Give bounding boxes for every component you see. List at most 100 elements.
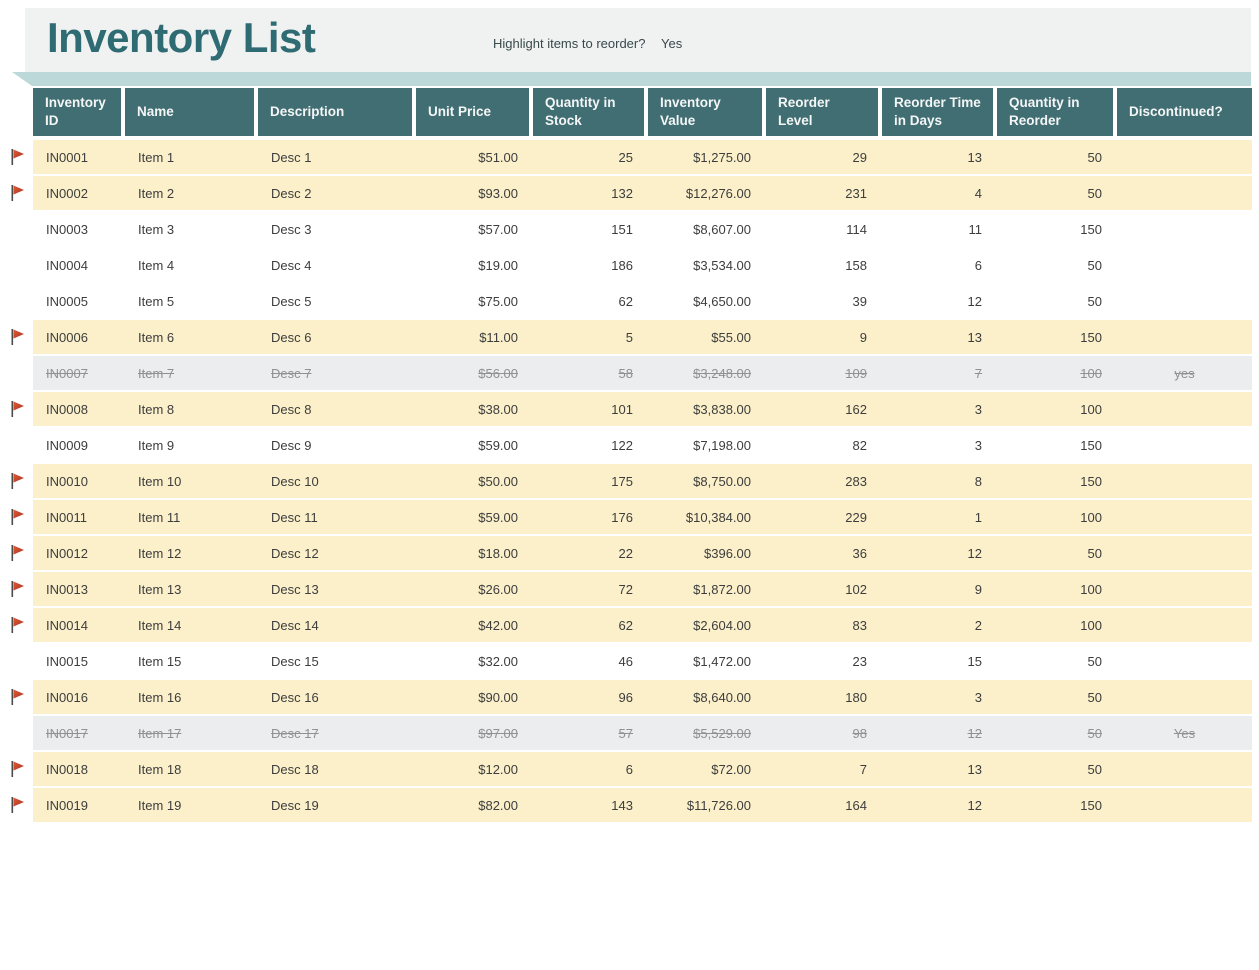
- cell-inventory-value[interactable]: $4,650.00: [693, 293, 751, 309]
- cell-inventory-value[interactable]: $3,838.00: [693, 401, 751, 417]
- table-row[interactable]: IN0017 Item 17 Desc 17 $97.00 57 $5,529.…: [33, 716, 1252, 750]
- cell-inventory-id[interactable]: IN0016: [46, 689, 88, 705]
- cell-reorder-time[interactable]: 13: [967, 329, 982, 345]
- cell-inventory-id[interactable]: IN0018: [46, 761, 88, 777]
- cell-qty-in-reorder[interactable]: 100: [1080, 509, 1102, 525]
- cell-unit-price[interactable]: $57.00: [478, 221, 518, 237]
- cell-reorder-level[interactable]: 283: [845, 473, 867, 489]
- cell-reorder-time[interactable]: 15: [967, 653, 982, 669]
- cell-unit-price[interactable]: $19.00: [478, 257, 518, 273]
- column-header[interactable]: Inventory ID: [33, 88, 121, 136]
- cell-description[interactable]: Desc 15: [271, 653, 319, 669]
- cell-qty-in-stock[interactable]: 6: [625, 761, 633, 777]
- cell-reorder-level[interactable]: 229: [845, 509, 867, 525]
- highlight-items-toggle[interactable]: Yes: [661, 36, 683, 51]
- cell-inventory-id[interactable]: IN0003: [46, 221, 88, 237]
- cell-inventory-id[interactable]: IN0012: [46, 545, 88, 561]
- cell-inventory-id[interactable]: IN0007: [46, 365, 88, 381]
- cell-qty-in-stock[interactable]: 132: [611, 185, 633, 201]
- cell-description[interactable]: Desc 9: [271, 437, 312, 453]
- cell-qty-in-stock[interactable]: 5: [625, 329, 633, 345]
- cell-unit-price[interactable]: $26.00: [478, 581, 518, 597]
- cell-reorder-level[interactable]: 180: [845, 689, 867, 705]
- cell-name[interactable]: Item 3: [138, 221, 175, 237]
- table-row[interactable]: IN0010 Item 10 Desc 10 $50.00 175 $8,750…: [11, 464, 1252, 498]
- cell-inventory-value[interactable]: $8,750.00: [693, 473, 751, 489]
- cell-reorder-level[interactable]: 82: [852, 437, 867, 453]
- cell-qty-in-stock[interactable]: 57: [618, 725, 633, 741]
- cell-inventory-value[interactable]: $1,472.00: [693, 653, 751, 669]
- cell-unit-price[interactable]: $12.00: [478, 761, 518, 777]
- cell-reorder-time[interactable]: 12: [967, 545, 982, 561]
- table-row[interactable]: IN0014 Item 14 Desc 14 $42.00 62 $2,604.…: [11, 608, 1252, 642]
- cell-reorder-time[interactable]: 2: [974, 617, 982, 633]
- table-row[interactable]: IN0016 Item 16 Desc 16 $90.00 96 $8,640.…: [11, 680, 1252, 714]
- cell-reorder-level[interactable]: 164: [845, 797, 867, 813]
- cell-reorder-time[interactable]: 8: [974, 473, 982, 489]
- cell-qty-in-reorder[interactable]: 50: [1087, 149, 1102, 165]
- cell-reorder-level[interactable]: 29: [852, 149, 867, 165]
- cell-name[interactable]: Item 17: [138, 725, 182, 741]
- cell-reorder-time[interactable]: 7: [974, 365, 982, 381]
- cell-qty-in-reorder[interactable]: 50: [1087, 545, 1102, 561]
- cell-reorder-time[interactable]: 3: [974, 437, 982, 453]
- cell-reorder-time[interactable]: 3: [974, 689, 982, 705]
- table-row[interactable]: IN0004 Item 4 Desc 4 $19.00 186 $3,534.0…: [33, 248, 1252, 282]
- cell-qty-in-stock[interactable]: 22: [618, 545, 633, 561]
- cell-qty-in-stock[interactable]: 46: [618, 653, 633, 669]
- cell-description[interactable]: Desc 5: [271, 293, 312, 309]
- cell-inventory-value[interactable]: $8,640.00: [693, 689, 751, 705]
- cell-reorder-level[interactable]: 39: [852, 293, 867, 309]
- cell-discontinued[interactable]: yes: [1174, 365, 1195, 381]
- cell-description[interactable]: Desc 12: [271, 545, 319, 561]
- cell-inventory-value[interactable]: $12,276.00: [685, 185, 751, 201]
- cell-qty-in-stock[interactable]: 186: [611, 257, 633, 273]
- cell-name[interactable]: Item 1: [138, 149, 175, 165]
- table-row[interactable]: IN0005 Item 5 Desc 5 $75.00 62 $4,650.00…: [33, 284, 1252, 318]
- cell-inventory-id[interactable]: IN0004: [46, 257, 88, 273]
- cell-reorder-time[interactable]: 12: [967, 293, 982, 309]
- cell-qty-in-stock[interactable]: 25: [618, 149, 633, 165]
- cell-qty-in-stock[interactable]: 58: [618, 365, 633, 381]
- cell-reorder-time[interactable]: 9: [974, 581, 982, 597]
- cell-description[interactable]: Desc 14: [271, 617, 319, 633]
- cell-name[interactable]: Item 10: [138, 473, 182, 489]
- cell-reorder-time[interactable]: 4: [974, 185, 982, 201]
- cell-qty-in-reorder[interactable]: 50: [1087, 761, 1102, 777]
- table-row[interactable]: IN0012 Item 12 Desc 12 $18.00 22 $396.00…: [11, 536, 1252, 570]
- column-header[interactable]: Inventory Value: [648, 88, 762, 136]
- cell-inventory-id[interactable]: IN0011: [46, 509, 87, 525]
- cell-description[interactable]: Desc 16: [271, 689, 319, 705]
- cell-qty-in-stock[interactable]: 96: [618, 689, 633, 705]
- cell-description[interactable]: Desc 3: [271, 221, 312, 237]
- table-row[interactable]: IN0018 Item 18 Desc 18 $12.00 6 $72.00 7…: [11, 752, 1252, 786]
- cell-qty-in-stock[interactable]: 72: [618, 581, 633, 597]
- cell-qty-in-reorder[interactable]: 50: [1087, 293, 1102, 309]
- cell-reorder-level[interactable]: 109: [845, 365, 867, 381]
- cell-unit-price[interactable]: $51.00: [478, 149, 518, 165]
- cell-inventory-id[interactable]: IN0005: [46, 293, 88, 309]
- cell-reorder-level[interactable]: 114: [846, 221, 867, 237]
- cell-name[interactable]: Item 15: [138, 653, 182, 669]
- cell-name[interactable]: Item 7: [138, 365, 175, 381]
- cell-reorder-level[interactable]: 162: [845, 401, 867, 417]
- cell-inventory-value[interactable]: $1,275.00: [693, 149, 751, 165]
- cell-description[interactable]: Desc 7: [271, 365, 312, 381]
- table-row[interactable]: IN0011 Item 11 Desc 11 $59.00 176 $10,38…: [11, 500, 1252, 534]
- cell-reorder-time[interactable]: 3: [974, 401, 982, 417]
- table-row[interactable]: IN0001 Item 1 Desc 1 $51.00 25 $1,275.00…: [11, 140, 1252, 174]
- cell-unit-price[interactable]: $90.00: [478, 689, 518, 705]
- column-header[interactable]: Name: [125, 88, 254, 136]
- cell-qty-in-stock[interactable]: 101: [611, 401, 633, 417]
- cell-qty-in-reorder[interactable]: 150: [1080, 221, 1102, 237]
- table-row[interactable]: IN0003 Item 3 Desc 3 $57.00 151 $8,607.0…: [33, 212, 1252, 246]
- cell-reorder-time[interactable]: 12: [967, 797, 982, 813]
- cell-reorder-level[interactable]: 9: [859, 329, 867, 345]
- cell-qty-in-reorder[interactable]: 50: [1087, 689, 1102, 705]
- cell-unit-price[interactable]: $75.00: [478, 293, 518, 309]
- cell-inventory-id[interactable]: IN0015: [46, 653, 88, 669]
- cell-reorder-level[interactable]: 158: [845, 257, 867, 273]
- cell-inventory-id[interactable]: IN0019: [46, 797, 88, 813]
- cell-name[interactable]: Item 16: [138, 689, 182, 705]
- cell-reorder-time[interactable]: 13: [967, 149, 982, 165]
